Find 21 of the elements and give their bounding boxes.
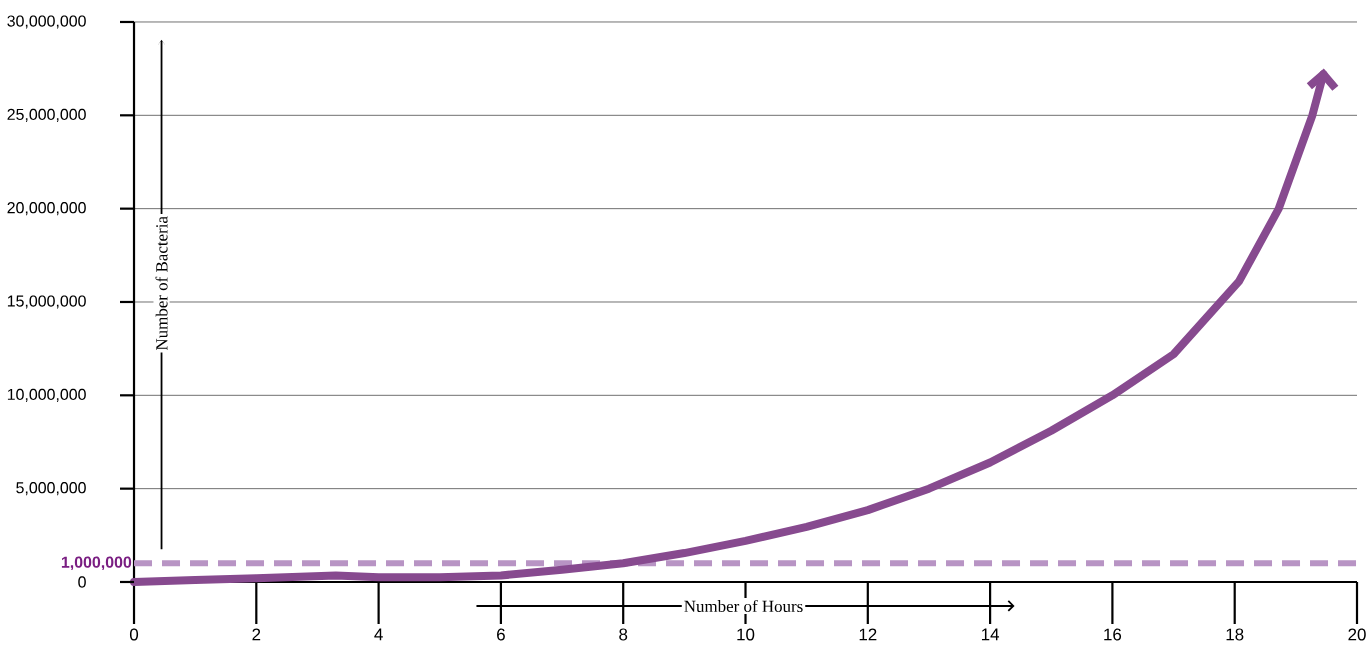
y-tick-label: 15,000,000 (7, 295, 86, 309)
x-tick-label: 16 (1104, 628, 1122, 641)
x-tick-label: 2 (252, 628, 261, 641)
x-tick-label: 10 (737, 628, 755, 641)
x-axis-title: Number of Hours (684, 599, 803, 613)
y-tick-label: 25,000,000 (7, 108, 86, 122)
x-tick-label: 20 (1348, 628, 1366, 641)
y-tick-label: 20,000,000 (7, 202, 86, 216)
x-tick-label: 0 (129, 628, 139, 641)
y-tick-label: 30,000,000 (7, 15, 86, 29)
y-axis-title: Number of Bacteria (155, 216, 168, 351)
ref-line-label: 1,000,000 (61, 556, 132, 571)
x-tick-label: 6 (497, 628, 505, 641)
x-tick-label: 14 (981, 628, 1000, 641)
y-tick-label: 0 (78, 576, 86, 588)
y-tick-label: 10,000,000 (7, 388, 86, 402)
y-tick-label: 5,000,000 (16, 482, 86, 496)
x-tick-label: 18 (1226, 628, 1244, 641)
x-tick-label: 12 (859, 628, 877, 641)
x-tick-label: 4 (374, 628, 383, 641)
x-tick-label: 8 (619, 628, 628, 641)
